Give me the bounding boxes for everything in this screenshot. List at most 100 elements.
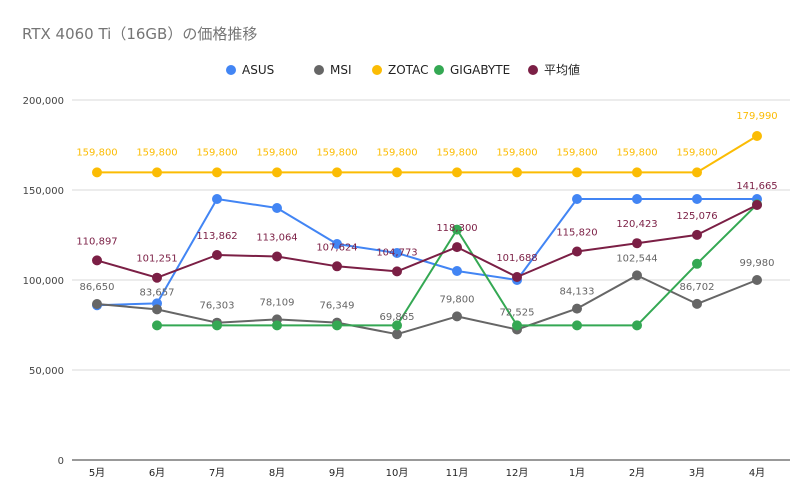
y-tick-label: 200,000 xyxy=(23,96,64,107)
data-label: 79,800 xyxy=(440,294,475,305)
data-point xyxy=(452,266,462,276)
legend-marker xyxy=(314,65,324,75)
y-tick-label: 150,000 xyxy=(23,186,64,197)
data-point xyxy=(152,304,162,315)
data-point xyxy=(332,320,342,331)
data-label: 125,076 xyxy=(676,211,717,222)
x-tick-label: 6月 xyxy=(149,467,165,479)
data-point xyxy=(512,167,522,178)
legend-label: GIGABYTE xyxy=(450,63,510,77)
data-point xyxy=(452,167,462,178)
x-tick-label: 11月 xyxy=(446,467,469,479)
legend-marker xyxy=(528,65,538,75)
data-point xyxy=(272,320,282,331)
data-label: 83,657 xyxy=(140,287,175,298)
x-tick-label: 8月 xyxy=(269,467,285,479)
data-label: 72,525 xyxy=(500,308,535,319)
data-label: 141,665 xyxy=(736,181,777,192)
data-label: 159,800 xyxy=(676,147,717,158)
data-label: 84,133 xyxy=(560,287,595,298)
data-label: 101,688 xyxy=(496,253,537,264)
data-point xyxy=(452,242,462,253)
data-label: 107,624 xyxy=(316,242,357,253)
data-point xyxy=(512,320,522,331)
data-point xyxy=(692,258,702,269)
data-label: 159,800 xyxy=(496,147,537,158)
y-axis-ticks: 0 50,000 100,000 150,000 200,000 xyxy=(23,96,64,467)
data-point xyxy=(692,167,702,178)
data-label: 159,800 xyxy=(76,147,117,158)
data-label: 113,064 xyxy=(256,233,297,244)
data-point xyxy=(92,299,102,309)
grid-lines xyxy=(72,99,790,461)
data-point xyxy=(572,320,582,331)
data-point xyxy=(212,250,222,260)
data-label: 159,800 xyxy=(316,147,357,158)
series-line xyxy=(97,135,758,174)
x-tick-label: 3月 xyxy=(689,467,705,479)
data-label: 159,800 xyxy=(616,147,657,158)
x-axis-ticks: 5月 6月 7月 8月 9月 10月 11月 12月 1月 2月 3月 4月 xyxy=(89,467,765,479)
data-label: 102,544 xyxy=(616,253,657,264)
data-point xyxy=(572,303,582,314)
data-label: 159,800 xyxy=(436,147,477,158)
data-label: 159,800 xyxy=(136,147,177,158)
data-label: 76,349 xyxy=(320,301,355,312)
data-label: 179,990 xyxy=(736,111,777,122)
data-point xyxy=(752,200,762,210)
x-tick-label: 10月 xyxy=(386,467,409,479)
data-point xyxy=(392,266,402,277)
legend: ASUS MSI ZOTAC GIGABYTE 平均値 xyxy=(226,62,580,77)
data-point xyxy=(272,251,282,262)
data-point xyxy=(272,167,282,178)
series-points xyxy=(92,131,762,340)
data-point xyxy=(632,320,642,331)
data-point xyxy=(392,320,402,331)
data-label: 69,865 xyxy=(380,312,415,323)
data-label: 159,800 xyxy=(556,147,597,158)
data-point xyxy=(752,275,762,285)
data-point xyxy=(632,238,642,249)
data-point xyxy=(392,248,402,258)
data-point xyxy=(572,246,582,257)
legend-label: ZOTAC xyxy=(388,63,428,77)
data-point xyxy=(92,255,102,266)
x-tick-label: 7月 xyxy=(209,467,225,479)
x-tick-label: 9月 xyxy=(329,467,345,479)
chart-title: RTX 4060 Ti（16GB）の価格推移 xyxy=(22,25,257,43)
data-label: 76,303 xyxy=(200,301,235,312)
data-point xyxy=(212,320,222,331)
data-point xyxy=(752,131,762,141)
data-point xyxy=(392,167,402,178)
legend-label: ASUS xyxy=(242,63,274,77)
data-label: 78,109 xyxy=(260,297,295,308)
data-label: 118,300 xyxy=(436,223,477,234)
legend-marker xyxy=(434,65,444,75)
data-point xyxy=(212,167,222,178)
legend-marker xyxy=(372,65,382,75)
series-line xyxy=(96,204,758,279)
data-point xyxy=(272,203,282,213)
data-label: 86,702 xyxy=(680,282,715,293)
data-label: 159,800 xyxy=(256,147,297,158)
data-point xyxy=(632,167,642,178)
data-point xyxy=(332,239,342,249)
x-tick-label: 1月 xyxy=(569,467,585,479)
data-label: 120,423 xyxy=(616,219,657,230)
data-point xyxy=(452,311,462,322)
y-tick-label: 50,000 xyxy=(29,366,64,377)
legend-label: 平均値 xyxy=(544,62,580,77)
data-point xyxy=(572,167,582,178)
legend-marker xyxy=(226,65,236,75)
x-tick-label: 12月 xyxy=(506,467,529,479)
data-point xyxy=(632,194,642,204)
x-tick-label: 4月 xyxy=(749,467,765,479)
data-label: 110,897 xyxy=(76,236,117,247)
data-point xyxy=(92,167,102,178)
data-point xyxy=(332,167,342,178)
series-line xyxy=(96,198,757,307)
data-point xyxy=(572,194,582,204)
data-label: 159,800 xyxy=(376,147,417,158)
